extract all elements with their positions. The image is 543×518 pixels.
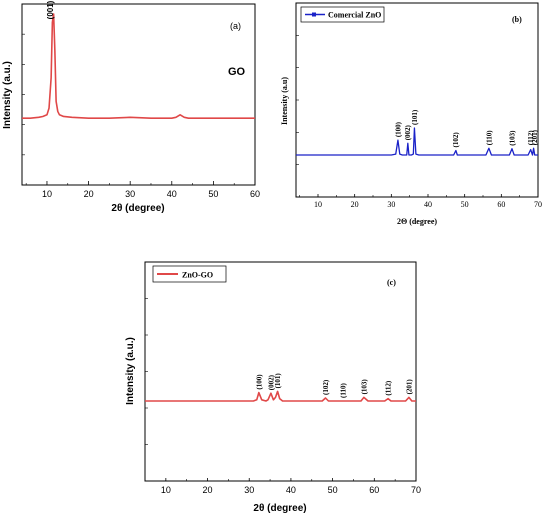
panel-a-series — [22, 13, 255, 119]
panel-b-series — [296, 127, 538, 156]
peak-label: (110) — [340, 383, 348, 398]
peak-label: (002) — [267, 374, 275, 390]
panel-b-peak-labels: (100) (002)(101) (102) (110) (103) (112)(201) — [394, 109, 539, 147]
x-tick-label: 40 — [167, 189, 177, 199]
x-tick-label: 20 — [84, 189, 94, 199]
peak-label: (100) — [394, 121, 402, 137]
x-tick-label: 60 — [369, 485, 379, 495]
panel-b-y-axis-title: Intensity (a.u) — [280, 77, 289, 125]
panel-b-commercial-zno-xrd: 10 20 30 40 50 60 70 (100) (002)(101) (102) (110)… — [280, 2, 542, 226]
panel-b-y-ticks — [296, 35, 299, 165]
panel-c-y-axis-title: Intensity (a.u.) — [125, 337, 136, 405]
peak-label: (201) — [531, 129, 539, 145]
panel-c-series — [145, 390, 416, 402]
panel-c-y-ticks — [145, 298, 148, 445]
peak-label: (103) — [360, 379, 368, 395]
panel-c-zno-go-xrd: 10 20 30 40 50 60 70 (100) (002)(101) (102) (110)… — [125, 261, 421, 514]
peak-label: (101) — [411, 109, 419, 125]
x-tick-label: 40 — [424, 200, 432, 209]
x-tick-label: 20 — [351, 200, 359, 209]
panel-a-peak-labels: (001) — [46, 0, 55, 19]
panel-a-plot-frame — [21, 3, 256, 186]
peak-label: (102) — [322, 379, 330, 395]
panel-a-tag: (a) — [230, 21, 241, 31]
peak-label: (100) — [255, 374, 263, 390]
panel-a-y-ticks — [22, 33, 25, 156]
panel-a-x-ticks: 10 20 30 40 50 60 — [25, 181, 260, 199]
panel-c-legend-box — [152, 265, 227, 283]
panel-b-legend-label: Comercial ZnO — [328, 11, 381, 20]
x-tick-label: 50 — [461, 200, 469, 209]
panel-c-legend: ZnO-GO — [152, 265, 227, 283]
panel-b-legend: Comercial ZnO — [300, 6, 385, 23]
x-tick-label: 60 — [497, 200, 505, 209]
peak-label: (110) — [485, 130, 493, 145]
panel-c-plot-frame — [144, 261, 417, 482]
panel-c-tag: (c) — [387, 278, 396, 287]
x-tick-label: 30 — [387, 200, 395, 209]
x-tick-label: 70 — [411, 485, 421, 495]
panel-b-x-axis-title: 2Θ (degree) — [397, 217, 437, 226]
peak-label: (002) — [404, 124, 412, 140]
panel-a-go-xrd: 10 20 30 40 50 60 (001) (a) GO 2θ (degree) In… — [2, 0, 260, 214]
peak-label: (101) — [274, 373, 282, 389]
x-tick-label: 20 — [203, 485, 213, 495]
panel-a-series-tag: GO — [228, 66, 246, 78]
series-line-comercial-zno — [296, 127, 538, 156]
panel-a-y-axis-title: Intensity (a.u.) — [2, 61, 13, 129]
x-tick-label: 10 — [314, 200, 322, 209]
peak-label: (112) — [527, 130, 535, 145]
x-tick-label: 40 — [286, 485, 296, 495]
x-tick-label: 10 — [161, 485, 171, 495]
panel-c-x-axis-title: 2θ (degree) — [253, 503, 306, 514]
panel-c-legend-label: ZnO-GO — [182, 271, 213, 280]
peak-label: (112) — [385, 380, 393, 395]
x-tick-label: 30 — [244, 485, 254, 495]
panel-b-legend-marker — [312, 12, 316, 17]
panel-c-peak-labels: (100) (002)(101) (102) (110) (103) (112) (201) — [255, 373, 413, 398]
x-tick-label: 10 — [42, 189, 52, 199]
peak-label: (102) — [452, 132, 460, 148]
series-line-go — [22, 13, 255, 119]
x-tick-label: 50 — [208, 189, 218, 199]
series-line-zno-go — [145, 390, 416, 402]
x-tick-label: 50 — [328, 485, 338, 495]
x-tick-label: 30 — [125, 189, 135, 199]
panel-b-tag: (b) — [512, 15, 522, 24]
panel-b-x-ticks: 10 20 30 40 50 60 70 — [299, 194, 542, 209]
peak-label: (103) — [508, 130, 516, 146]
panel-c-x-ticks: 10 20 30 40 50 60 70 — [144, 478, 421, 495]
panel-b-legend-box — [300, 6, 385, 23]
x-tick-label: 70 — [534, 200, 542, 209]
peak-label: (201) — [405, 379, 413, 395]
panel-b-plot-frame — [295, 2, 539, 198]
x-tick-label: 60 — [250, 189, 260, 199]
peak-label: (001) — [46, 0, 55, 19]
panel-a-x-axis-title: 2θ (degree) — [111, 203, 164, 214]
